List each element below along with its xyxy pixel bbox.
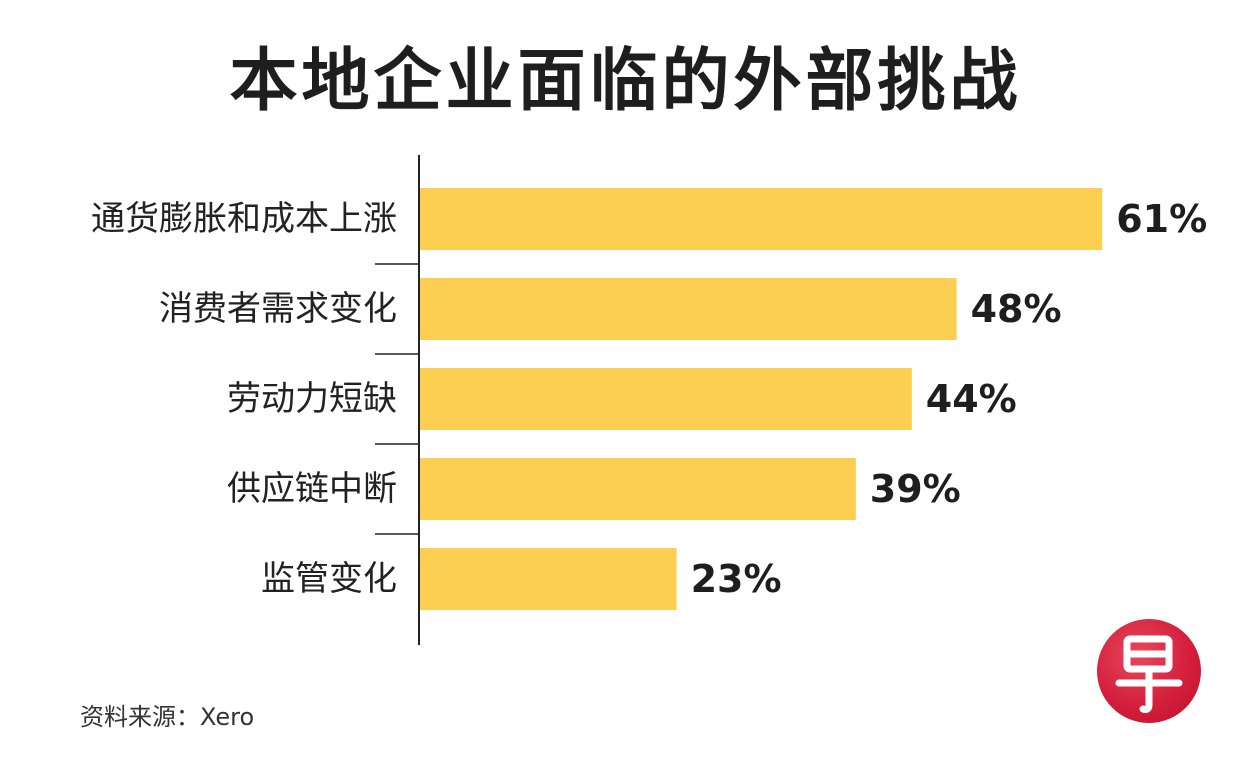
category-label: 劳动力短缺: [227, 379, 397, 419]
data-label: 23%: [691, 557, 782, 601]
bar: [419, 458, 856, 520]
category-label: 监管变化: [261, 559, 397, 599]
bar: [419, 188, 1103, 250]
bar: [419, 278, 957, 340]
source-note: 资料来源：Xero: [80, 703, 255, 731]
category-label: 供应链中断: [227, 469, 397, 509]
data-label: 48%: [971, 287, 1062, 331]
zaobao-logo-icon: [1097, 619, 1201, 723]
bar: [419, 548, 677, 610]
chart-title: 本地企业面临的外部挑战: [229, 42, 1022, 121]
data-label: 61%: [1116, 197, 1207, 241]
bar-chart: 通货膨胀和成本上涨 61% 消费者需求变化 48% 劳动力短缺 44% 供应链中断 39% 监管…: [91, 155, 1207, 645]
bar: [419, 368, 912, 430]
data-label: 44%: [926, 377, 1017, 421]
category-label: 通货膨胀和成本上涨: [91, 199, 397, 239]
data-label: 39%: [870, 467, 961, 511]
category-label: 消费者需求变化: [159, 289, 397, 329]
